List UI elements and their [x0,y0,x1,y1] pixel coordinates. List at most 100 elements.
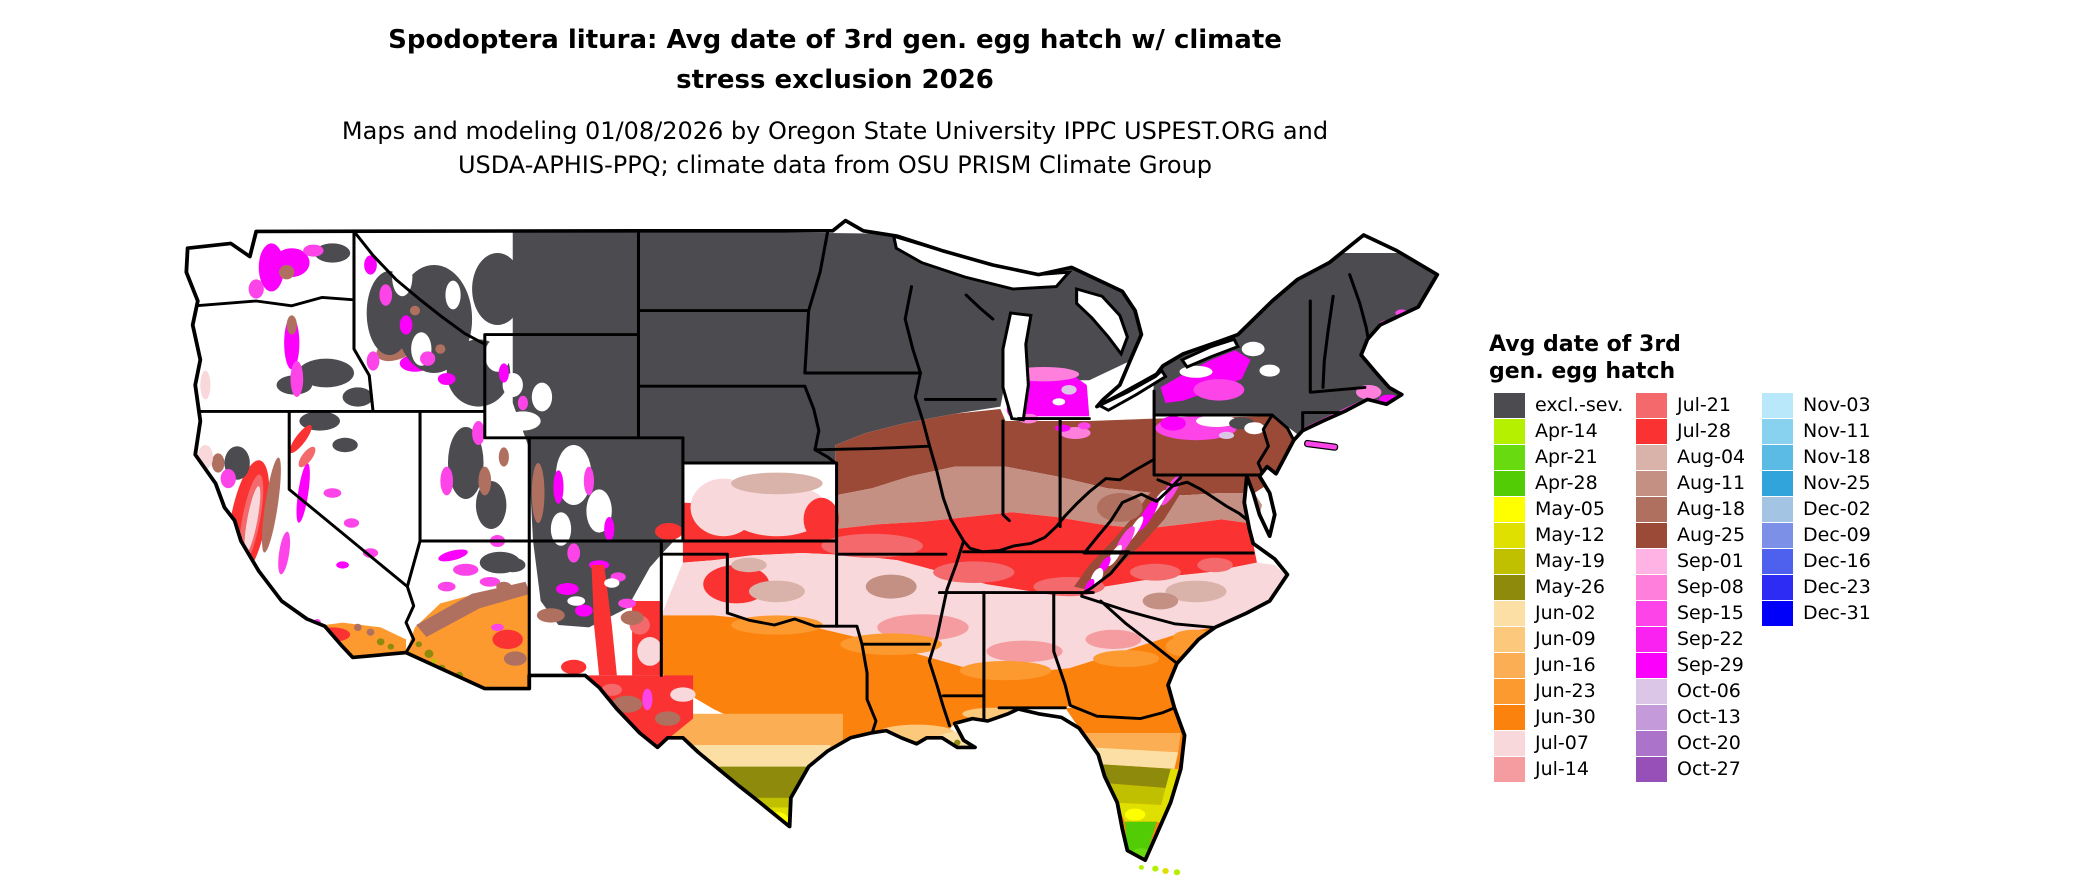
legend-entry: Nov-18 [1762,444,1871,470]
legend-swatch [1494,470,1525,496]
legend-swatch [1494,652,1525,678]
legend-column-1: excl.-sev. Apr-14 Apr-21 Apr-28 May-05 May-12… [1494,392,1623,782]
legend-label: Apr-14 [1535,420,1598,442]
figure-title-line1: Spodoptera litura: Avg date of 3rd gen. … [388,25,1282,55]
legend-swatch [1636,392,1667,418]
legend-swatch [1636,704,1667,730]
legend-swatch [1494,704,1525,730]
legend-label: Dec-02 [1803,498,1871,520]
legend-entry: Dec-16 [1762,548,1871,574]
legend-entry: Jul-21 [1636,392,1745,418]
legend-entry: Dec-09 [1762,522,1871,548]
legend-label: Jul-28 [1677,420,1731,442]
legend-entry: Jul-14 [1494,756,1623,782]
legend-entry: Sep-22 [1636,626,1745,652]
legend-label: Aug-11 [1677,472,1746,494]
legend-label: May-19 [1535,550,1605,572]
legend-entry: Oct-13 [1636,704,1745,730]
legend-entry: Oct-27 [1636,756,1745,782]
legend-label: Oct-06 [1677,680,1741,702]
legend-swatch [1636,678,1667,704]
legend-swatch [1636,600,1667,626]
legend-label: Apr-28 [1535,472,1598,494]
legend-entry: May-26 [1494,574,1623,600]
legend-label: Jul-07 [1535,732,1589,754]
legend-entry: Dec-02 [1762,496,1871,522]
legend-entry: Apr-28 [1494,470,1623,496]
legend-label: Sep-22 [1677,628,1744,650]
legend-entry: Aug-18 [1636,496,1745,522]
legend-entry: excl.-sev. [1494,392,1623,418]
figure-subtitle: Maps and modeling 01/08/2026 by Oregon S… [0,114,1670,182]
legend-entry: Jun-23 [1494,678,1623,704]
legend-swatch [1636,574,1667,600]
legend-swatch [1636,496,1667,522]
legend-label: Jul-21 [1677,394,1731,416]
legend-entry: Dec-31 [1762,600,1871,626]
legend-label: May-26 [1535,576,1605,598]
legend-swatch [1762,522,1793,548]
legend-swatch [1762,444,1793,470]
legend-label: Sep-01 [1677,550,1744,572]
legend-swatch [1762,600,1793,626]
legend-entry: Jun-16 [1494,652,1623,678]
legend-entry: Aug-11 [1636,470,1745,496]
legend-label: May-12 [1535,524,1605,546]
legend-label: Jun-02 [1535,602,1596,624]
legend-swatch [1636,756,1667,782]
legend-swatch [1762,470,1793,496]
legend-swatch [1494,548,1525,574]
legend-label: Apr-21 [1535,446,1598,468]
legend-swatch [1636,470,1667,496]
legend-swatch [1636,730,1667,756]
legend-entry: Jun-09 [1494,626,1623,652]
legend-label: Sep-15 [1677,602,1744,624]
legend-entry: Nov-03 [1762,392,1871,418]
map-raster-layers [186,220,1438,861]
figure-title: Spodoptera litura: Avg date of 3rd gen. … [0,20,1670,100]
legend-swatch [1762,496,1793,522]
legend-label: Oct-20 [1677,732,1741,754]
legend-entry: Jul-07 [1494,730,1623,756]
legend-swatch [1762,392,1793,418]
legend-swatch [1636,652,1667,678]
legend-swatch [1494,730,1525,756]
legend-swatch [1636,444,1667,470]
legend-entry: May-05 [1494,496,1623,522]
legend-label: Dec-16 [1803,550,1871,572]
legend-label: Dec-23 [1803,576,1871,598]
legend-entry: Nov-25 [1762,470,1871,496]
legend-label: Nov-18 [1803,446,1871,468]
legend-label: Dec-09 [1803,524,1871,546]
legend-entry: Dec-23 [1762,574,1871,600]
legend-swatch [1494,626,1525,652]
legend-swatch [1494,522,1525,548]
legend-label: Nov-03 [1803,394,1871,416]
legend-swatch [1494,444,1525,470]
figure-title-line2: stress exclusion 2026 [676,65,994,95]
legend-swatch [1636,418,1667,444]
legend-title-line2: gen. egg hatch [1489,359,1676,384]
legend-entry: Nov-11 [1762,418,1871,444]
legend-label: May-05 [1535,498,1605,520]
us-choropleth-map [180,205,1450,877]
legend-entry: May-12 [1494,522,1623,548]
legend-entry: Jul-28 [1636,418,1745,444]
legend-swatch [1494,678,1525,704]
legend-label: Jun-16 [1535,654,1596,676]
legend-entry: May-19 [1494,548,1623,574]
legend-swatch [1636,626,1667,652]
legend-swatch [1494,496,1525,522]
legend-label: Jun-09 [1535,628,1596,650]
legend-label: Oct-13 [1677,706,1741,728]
figure-subtitle-line1: Maps and modeling 01/08/2026 by Oregon S… [341,117,1329,145]
legend-label: Aug-25 [1677,524,1746,546]
legend-entry: Aug-25 [1636,522,1745,548]
legend-label: Jul-14 [1535,758,1589,780]
legend-label: Oct-27 [1677,758,1741,780]
legend-label: excl.-sev. [1535,394,1624,416]
legend-entry: Oct-20 [1636,730,1745,756]
legend-label: Dec-31 [1803,602,1871,624]
legend-entry: Sep-15 [1636,600,1745,626]
figure-subtitle-line2: USDA-APHIS-PPQ; climate data from OSU PR… [457,151,1213,179]
